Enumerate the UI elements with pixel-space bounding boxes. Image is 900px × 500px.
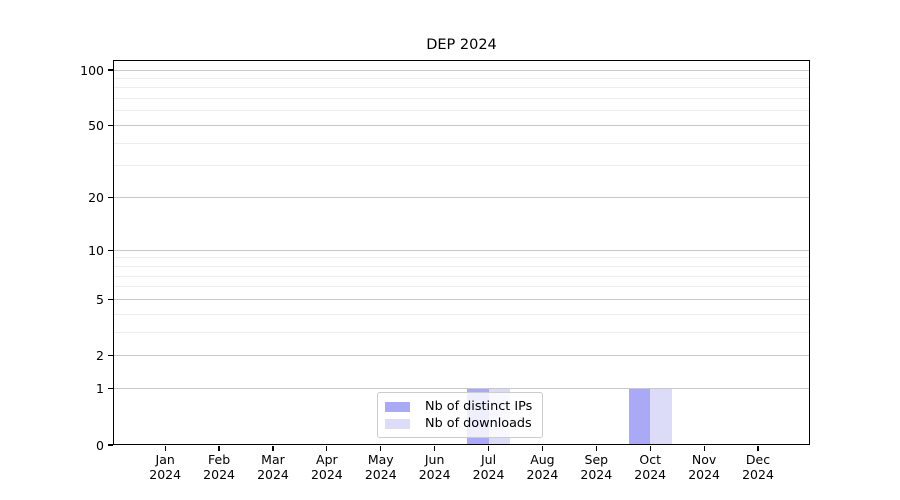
x-tick-month: Aug <box>530 452 555 467</box>
x-tick-month: Jan <box>155 452 175 467</box>
x-tick-month: Mar <box>261 452 285 467</box>
x-tick-label: Jul 2024 <box>462 452 516 482</box>
x-tick-year: 2024 <box>418 467 451 482</box>
x-tick <box>326 445 328 451</box>
bar-downloads-oct-2024 <box>650 388 672 445</box>
bar-distinct-ips-oct-2024 <box>628 388 651 445</box>
x-tick <box>541 445 544 451</box>
legend: Nb of distinct IPs Nb of downloads <box>377 392 543 438</box>
minor-gridline <box>113 77 810 79</box>
minor-gridline <box>113 98 810 100</box>
x-tick-month: Dec <box>745 452 771 467</box>
y-tick <box>108 197 113 199</box>
x-tick-month: May <box>367 452 394 467</box>
y-tick <box>108 69 113 71</box>
x-tick-year: 2024 <box>688 467 720 482</box>
legend-item-downloads: Nb of downloads <box>385 417 534 430</box>
minor-gridline <box>113 110 810 112</box>
x-tick <box>487 445 490 451</box>
x-tick-month: Sep <box>584 452 609 467</box>
x-tick-year: 2024 <box>364 467 397 482</box>
y-tick-label: 20 <box>88 190 104 206</box>
x-tick-year: 2024 <box>526 467 559 482</box>
x-tick-month: Jul <box>480 452 497 467</box>
y-tick-label: 2 <box>96 348 104 364</box>
minor-gridline <box>113 87 810 89</box>
x-tick-month: Apr <box>316 452 338 467</box>
legend-label-distinct-ips: Nb of distinct IPs <box>425 399 533 414</box>
minor-gridline <box>113 313 810 315</box>
x-tick-label: Jun 2024 <box>408 452 462 482</box>
x-tick <box>380 445 382 451</box>
x-tick-year: 2024 <box>203 467 235 482</box>
x-tick-year: 2024 <box>149 467 182 482</box>
y-tick <box>108 444 113 446</box>
y-tick-label: 5 <box>96 291 104 307</box>
legend-item-distinct-ips: Nb of distinct IPs <box>385 400 534 413</box>
x-tick-year: 2024 <box>472 467 505 482</box>
y-tick <box>108 249 113 251</box>
x-tick <box>272 445 274 451</box>
x-tick-year: 2024 <box>310 467 343 482</box>
x-tick-year: 2024 <box>580 467 613 482</box>
x-tick-label: Feb 2024 <box>192 452 246 482</box>
minor-gridline <box>113 257 810 259</box>
minor-gridline <box>113 275 810 277</box>
major-gridline <box>113 298 810 300</box>
y-tick-label: 50 <box>88 118 104 134</box>
x-tick-year: 2024 <box>742 467 774 482</box>
x-tick-year: 2024 <box>257 467 289 482</box>
legend-swatch-distinct-ips <box>385 401 410 412</box>
x-tick <box>757 445 759 451</box>
x-tick <box>595 445 597 451</box>
legend-label-downloads: Nb of downloads <box>425 416 532 431</box>
x-tick-month: Feb <box>208 452 231 467</box>
y-tick <box>108 355 113 357</box>
major-gridline <box>113 125 810 127</box>
x-tick-label: May 2024 <box>354 452 408 482</box>
major-gridline <box>113 388 810 390</box>
major-gridline <box>113 355 810 357</box>
x-tick-label: Apr 2024 <box>300 452 354 482</box>
y-tick <box>108 124 113 127</box>
legend-swatch-downloads <box>385 418 410 429</box>
y-tick-label: 1 <box>96 381 104 397</box>
x-tick-label: Nov 2024 <box>677 452 731 482</box>
x-tick-label: Oct 2024 <box>623 452 677 482</box>
major-gridline <box>113 69 810 71</box>
y-tick-label: 0 <box>96 437 104 453</box>
x-tick-label: Jan 2024 <box>138 452 192 482</box>
minor-gridline <box>113 165 810 167</box>
minor-gridline <box>113 331 810 333</box>
x-tick-label: Aug 2024 <box>515 452 569 482</box>
x-tick-label: Dec 2024 <box>731 452 785 482</box>
x-tick-year: 2024 <box>634 467 667 482</box>
x-tick <box>434 445 436 451</box>
x-tick-month: Nov <box>691 452 717 467</box>
x-tick <box>703 445 705 451</box>
x-tick <box>649 445 651 451</box>
minor-gridline <box>113 286 810 288</box>
y-tick <box>108 298 113 300</box>
chart-title: DEP 2024 <box>426 37 497 53</box>
minor-gridline <box>113 142 810 144</box>
y-tick-label: 100 <box>80 62 104 78</box>
x-tick-label: Mar 2024 <box>246 452 300 482</box>
x-tick-label: Sep 2024 <box>569 452 623 482</box>
x-tick-month: Jun <box>424 452 445 467</box>
y-tick <box>108 388 113 390</box>
x-tick-month: Oct <box>639 452 662 467</box>
x-tick <box>164 445 166 451</box>
minor-gridline <box>113 265 810 267</box>
y-tick-label: 10 <box>88 242 104 258</box>
major-gridline <box>113 197 810 199</box>
x-tick <box>218 445 220 451</box>
major-gridline <box>113 249 810 251</box>
